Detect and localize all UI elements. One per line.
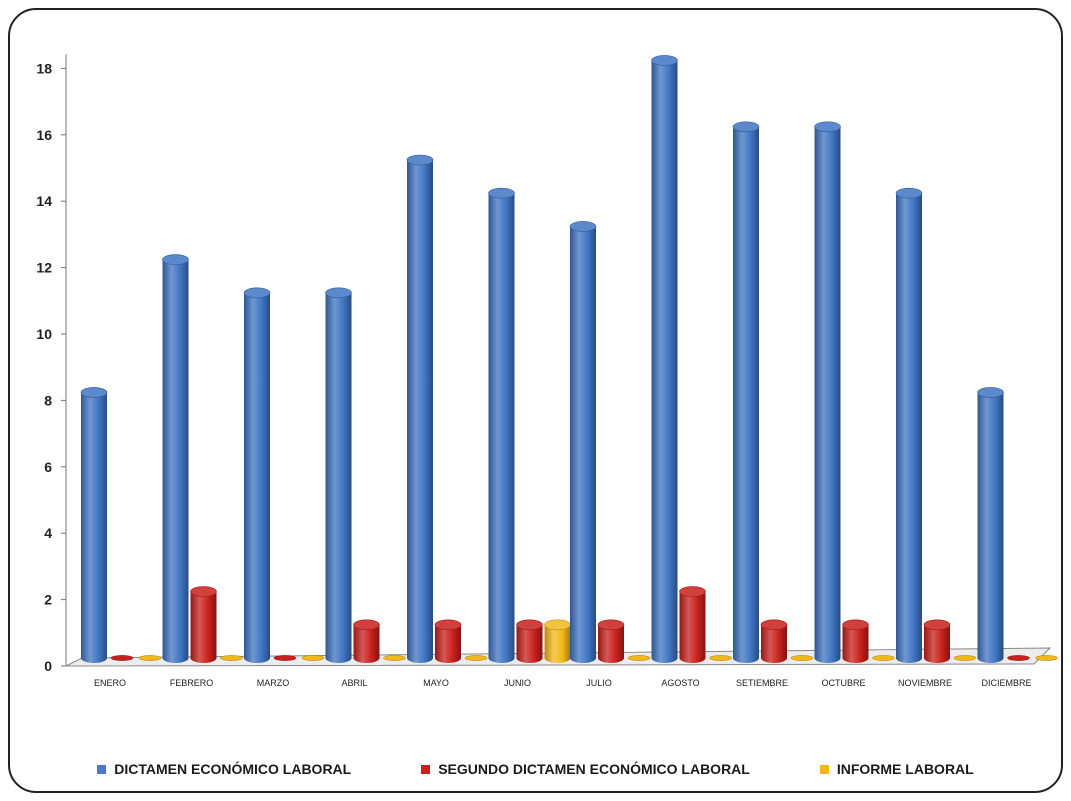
- legend-swatch-informe: [819, 764, 829, 774]
- legend-item-segundo-dictamen: SEGUNDO DICTAMEN ECONÓMICO LABORAL: [421, 761, 750, 777]
- y-tick-label: 6: [44, 459, 52, 475]
- x-tick-label: MAYO: [423, 678, 449, 688]
- legend-label-segundo-dictamen: SEGUNDO DICTAMEN ECONÓMICO LABORAL: [438, 761, 750, 777]
- x-axis-ticks: ENERO FEBRERO MARZO ABRIL MAYO JUNIO JULIO AGOS…: [94, 678, 1032, 688]
- bar: [301, 655, 325, 661]
- x-tick-label: DICIEMBRE: [981, 678, 1031, 688]
- bar: [464, 655, 488, 661]
- bar: [953, 655, 977, 661]
- legend-item-informe: INFORME LABORAL: [819, 761, 974, 777]
- x-tick-label: NOVIEMBRE: [898, 678, 952, 688]
- x-tick-label: AGOSTO: [661, 678, 699, 688]
- bar: [110, 655, 134, 661]
- y-tick-label: 4: [44, 525, 52, 541]
- x-tick-label: ENERO: [94, 678, 126, 688]
- bar: [80, 387, 108, 663]
- y-tick-label: 0: [44, 658, 52, 674]
- y-tick-label: 14: [36, 193, 52, 209]
- x-tick-label: MARZO: [257, 678, 290, 688]
- bar: [544, 619, 571, 663]
- bar: [406, 154, 434, 663]
- legend-label-informe: INFORME LABORAL: [836, 761, 974, 777]
- y-tick-label: 12: [36, 260, 52, 276]
- chart-bars: [80, 55, 1058, 664]
- bar: [353, 619, 380, 663]
- bar: [162, 254, 189, 663]
- bar: [273, 655, 297, 661]
- legend-swatch-dictamen: [97, 764, 107, 774]
- bar: [895, 187, 923, 663]
- bar: [1007, 655, 1030, 661]
- y-tick-label: 2: [44, 592, 52, 608]
- bar: [434, 619, 462, 663]
- bar: [190, 586, 217, 663]
- x-tick-label: OCTUBRE: [821, 678, 865, 688]
- bar: [516, 619, 543, 663]
- legend-label-dictamen: DICTAMEN ECONÓMICO LABORAL: [114, 761, 352, 777]
- x-tick-label: JUNIO: [504, 678, 531, 688]
- bar: [597, 619, 625, 663]
- bar: [732, 121, 760, 664]
- y-tick-label: 18: [36, 60, 52, 76]
- y-axis-ticks: 0 2 4 6 8 10 12 14 16 18: [36, 60, 66, 674]
- bar: [709, 655, 732, 661]
- x-tick-label: FEBRERO: [170, 678, 214, 688]
- bar: [651, 55, 678, 663]
- x-tick-label: JULIO: [586, 678, 612, 688]
- legend-item-dictamen: DICTAMEN ECONÓMICO LABORAL: [97, 761, 351, 777]
- x-tick-label: ABRIL: [341, 678, 367, 688]
- bar: [138, 655, 162, 661]
- legend: DICTAMEN ECONÓMICO LABORAL SEGUNDO DICTA…: [0, 758, 1071, 780]
- bar: [977, 387, 1004, 663]
- bar: [383, 655, 406, 661]
- bar: [790, 655, 814, 661]
- x-tick-label: SETIEMBRE: [736, 678, 788, 688]
- bar: [1035, 655, 1058, 661]
- bar: [872, 655, 895, 661]
- y-tick-label: 16: [36, 127, 52, 143]
- bar: [627, 655, 651, 661]
- bar: [923, 619, 951, 663]
- bar: [220, 655, 243, 661]
- y-tick-label: 10: [36, 326, 52, 342]
- bar: [679, 586, 706, 663]
- y-tick-label: 8: [44, 392, 52, 408]
- bar: [842, 619, 869, 663]
- bar: [569, 221, 597, 663]
- bar: [243, 287, 271, 663]
- bar: [814, 121, 841, 664]
- bar: [760, 619, 788, 663]
- bar: [325, 287, 352, 663]
- legend-swatch-segundo-dictamen: [421, 764, 431, 774]
- bar: [488, 187, 515, 663]
